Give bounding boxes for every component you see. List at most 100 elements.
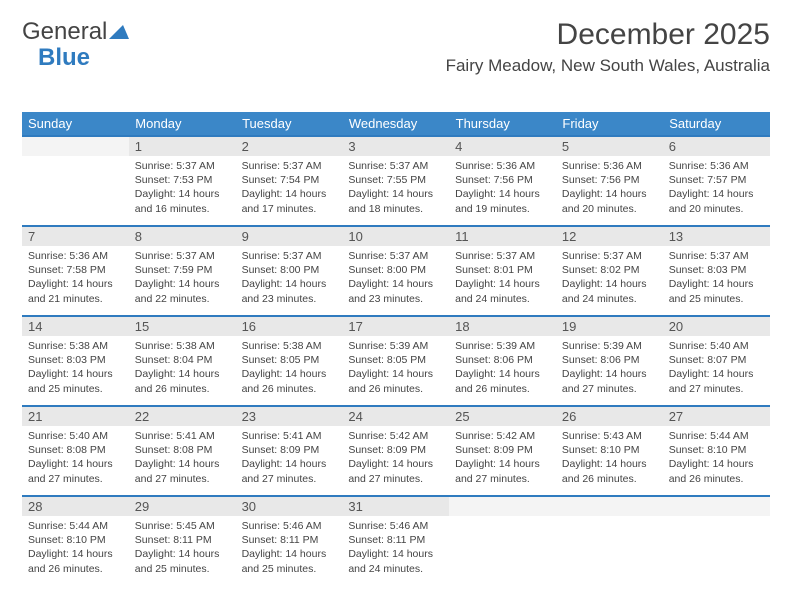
col-sunday: Sunday: [22, 112, 129, 136]
sunset-text: Sunset: 8:00 PM: [348, 263, 443, 277]
sunset-text: Sunset: 7:58 PM: [28, 263, 123, 277]
day-cell: [22, 156, 129, 226]
day-cell: Sunrise: 5:37 AMSunset: 8:00 PMDaylight:…: [342, 246, 449, 316]
day-number: 2: [236, 136, 343, 156]
logo: General: [22, 18, 129, 46]
day-number: 21: [22, 406, 129, 426]
day-cell: Sunrise: 5:36 AMSunset: 7:56 PMDaylight:…: [556, 156, 663, 226]
content-row: Sunrise: 5:40 AMSunset: 8:08 PMDaylight:…: [22, 426, 770, 496]
day2-text: and 27 minutes.: [455, 472, 550, 486]
day-number: 10: [342, 226, 449, 246]
sunset-text: Sunset: 8:10 PM: [669, 443, 764, 457]
day-cell: Sunrise: 5:37 AMSunset: 7:53 PMDaylight:…: [129, 156, 236, 226]
day-number: 7: [22, 226, 129, 246]
sunset-text: Sunset: 8:08 PM: [135, 443, 230, 457]
day2-text: and 24 minutes.: [348, 562, 443, 576]
day1-text: Daylight: 14 hours: [242, 187, 337, 201]
day1-text: Daylight: 14 hours: [28, 547, 123, 561]
content-row: Sunrise: 5:44 AMSunset: 8:10 PMDaylight:…: [22, 516, 770, 586]
logo-text-2: Blue: [38, 44, 90, 72]
sunset-text: Sunset: 8:09 PM: [242, 443, 337, 457]
day2-text: and 25 minutes.: [28, 382, 123, 396]
col-thursday: Thursday: [449, 112, 556, 136]
sunset-text: Sunset: 7:54 PM: [242, 173, 337, 187]
sunset-text: Sunset: 8:03 PM: [28, 353, 123, 367]
sunset-text: Sunset: 7:56 PM: [455, 173, 550, 187]
sunset-text: Sunset: 8:00 PM: [242, 263, 337, 277]
daynum-row: 78910111213: [22, 226, 770, 246]
calendar-table: Sunday Monday Tuesday Wednesday Thursday…: [22, 112, 770, 586]
day1-text: Daylight: 14 hours: [348, 277, 443, 291]
sunrise-text: Sunrise: 5:42 AM: [455, 429, 550, 443]
title-block: December 2025 Fairy Meadow, New South Wa…: [446, 18, 770, 76]
sunrise-text: Sunrise: 5:45 AM: [135, 519, 230, 533]
sunset-text: Sunset: 8:08 PM: [28, 443, 123, 457]
day1-text: Daylight: 14 hours: [348, 367, 443, 381]
day-number: 27: [663, 406, 770, 426]
day-number: 16: [236, 316, 343, 336]
day1-text: Daylight: 14 hours: [348, 547, 443, 561]
day-cell: Sunrise: 5:37 AMSunset: 7:59 PMDaylight:…: [129, 246, 236, 316]
day2-text: and 27 minutes.: [348, 472, 443, 486]
day-number: [449, 496, 556, 516]
sunset-text: Sunset: 8:06 PM: [455, 353, 550, 367]
sunrise-text: Sunrise: 5:40 AM: [28, 429, 123, 443]
sunrise-text: Sunrise: 5:37 AM: [348, 159, 443, 173]
day2-text: and 27 minutes.: [562, 382, 657, 396]
day-number: 12: [556, 226, 663, 246]
day2-text: and 25 minutes.: [242, 562, 337, 576]
sunrise-text: Sunrise: 5:36 AM: [669, 159, 764, 173]
day1-text: Daylight: 14 hours: [242, 457, 337, 471]
sunrise-text: Sunrise: 5:40 AM: [669, 339, 764, 353]
day-cell: Sunrise: 5:44 AMSunset: 8:10 PMDaylight:…: [663, 426, 770, 496]
sunset-text: Sunset: 8:05 PM: [348, 353, 443, 367]
day2-text: and 27 minutes.: [669, 382, 764, 396]
day1-text: Daylight: 14 hours: [562, 457, 657, 471]
sunset-text: Sunset: 8:02 PM: [562, 263, 657, 277]
sunset-text: Sunset: 8:03 PM: [669, 263, 764, 277]
sunset-text: Sunset: 8:06 PM: [562, 353, 657, 367]
sunrise-text: Sunrise: 5:38 AM: [242, 339, 337, 353]
day-number: 5: [556, 136, 663, 156]
day-number: 31: [342, 496, 449, 516]
day2-text: and 20 minutes.: [669, 202, 764, 216]
col-friday: Friday: [556, 112, 663, 136]
day2-text: and 18 minutes.: [348, 202, 443, 216]
sunset-text: Sunset: 7:57 PM: [669, 173, 764, 187]
sunrise-text: Sunrise: 5:37 AM: [455, 249, 550, 263]
day1-text: Daylight: 14 hours: [562, 277, 657, 291]
day2-text: and 27 minutes.: [28, 472, 123, 486]
sunrise-text: Sunrise: 5:46 AM: [242, 519, 337, 533]
day1-text: Daylight: 14 hours: [455, 187, 550, 201]
day1-text: Daylight: 14 hours: [669, 277, 764, 291]
day-number: 22: [129, 406, 236, 426]
day-cell: Sunrise: 5:37 AMSunset: 8:03 PMDaylight:…: [663, 246, 770, 316]
sunrise-text: Sunrise: 5:42 AM: [348, 429, 443, 443]
day1-text: Daylight: 14 hours: [242, 547, 337, 561]
day-cell: Sunrise: 5:40 AMSunset: 8:07 PMDaylight:…: [663, 336, 770, 406]
day-cell: Sunrise: 5:42 AMSunset: 8:09 PMDaylight:…: [342, 426, 449, 496]
day-number: 28: [22, 496, 129, 516]
day1-text: Daylight: 14 hours: [242, 367, 337, 381]
day2-text: and 23 minutes.: [242, 292, 337, 306]
day-cell: Sunrise: 5:36 AMSunset: 7:58 PMDaylight:…: [22, 246, 129, 316]
daynum-row: 21222324252627: [22, 406, 770, 426]
day1-text: Daylight: 14 hours: [455, 367, 550, 381]
day-number: 30: [236, 496, 343, 516]
sunrise-text: Sunrise: 5:38 AM: [28, 339, 123, 353]
day-number: 15: [129, 316, 236, 336]
day2-text: and 25 minutes.: [135, 562, 230, 576]
sunset-text: Sunset: 7:59 PM: [135, 263, 230, 277]
sunset-text: Sunset: 8:07 PM: [669, 353, 764, 367]
day-cell: Sunrise: 5:38 AMSunset: 8:03 PMDaylight:…: [22, 336, 129, 406]
day2-text: and 27 minutes.: [242, 472, 337, 486]
day1-text: Daylight: 14 hours: [135, 277, 230, 291]
day-cell: Sunrise: 5:40 AMSunset: 8:08 PMDaylight:…: [22, 426, 129, 496]
sunrise-text: Sunrise: 5:44 AM: [28, 519, 123, 533]
day-cell: Sunrise: 5:44 AMSunset: 8:10 PMDaylight:…: [22, 516, 129, 586]
day-number: 23: [236, 406, 343, 426]
day-number: 24: [342, 406, 449, 426]
day1-text: Daylight: 14 hours: [669, 457, 764, 471]
day1-text: Daylight: 14 hours: [562, 367, 657, 381]
day2-text: and 26 minutes.: [669, 472, 764, 486]
